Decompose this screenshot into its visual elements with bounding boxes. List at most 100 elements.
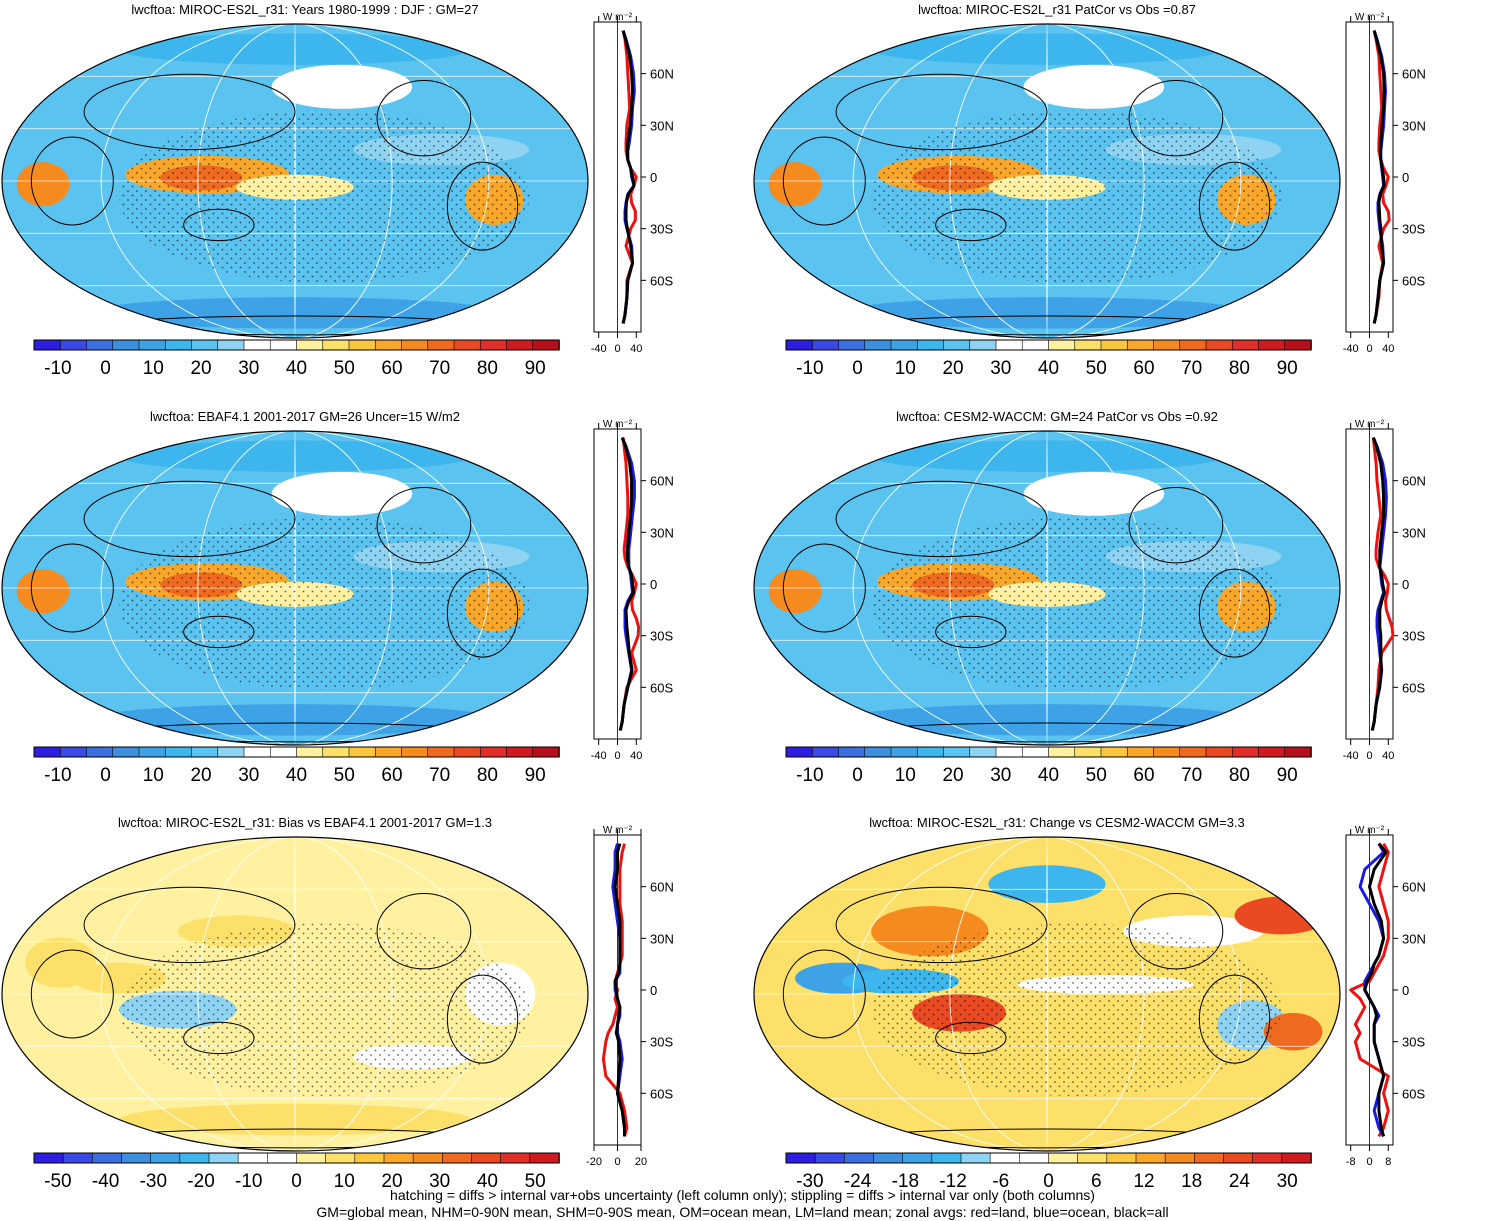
map-field xyxy=(754,24,1340,338)
colorbar-cell xyxy=(1074,746,1102,758)
colorbar-cell xyxy=(902,1152,933,1164)
colorbar-label: 60 xyxy=(381,765,402,786)
colorbar-cell xyxy=(1048,746,1076,758)
colorbar-cell xyxy=(325,1152,356,1164)
colorbar-label: 30 xyxy=(990,765,1011,786)
zonal-unit-label: W m⁻² xyxy=(1355,12,1385,23)
colorbar-label: 20 xyxy=(942,358,963,379)
colorbar-cell xyxy=(506,746,534,758)
colorbar-cell xyxy=(121,1152,152,1164)
colorbar-cell xyxy=(383,1152,414,1164)
colorbar-cell xyxy=(995,746,1024,758)
colorbar-label: -10 xyxy=(44,358,71,379)
zonal-tick-label: 0 xyxy=(614,343,620,355)
map-anomaly-region xyxy=(1023,471,1165,516)
colorbar-cell xyxy=(1284,339,1312,351)
colorbar-cell xyxy=(374,746,403,758)
coastline xyxy=(1198,568,1271,658)
colorbar-cell xyxy=(348,746,377,758)
colorbar-label: -10 xyxy=(44,765,71,786)
colorbar-cell xyxy=(296,1152,327,1164)
caption-line-1: hatching = diffs > internal var+obs unce… xyxy=(390,1187,1095,1203)
zonal-lat-label: 60S xyxy=(650,1086,673,1101)
panel-4: lwcftoa: CESM2-WACCM: GM=24 PatCor vs Ob… xyxy=(753,409,1426,786)
colorbar-label: 40 xyxy=(286,358,307,379)
map-stippling xyxy=(119,110,530,284)
colorbar-label: 40 xyxy=(477,1171,498,1192)
colorbar-label: 10 xyxy=(143,358,164,379)
colorbar-frame xyxy=(33,339,560,351)
zonal-lat-label: 30N xyxy=(650,525,674,540)
colorbar-frame xyxy=(33,746,560,758)
colorbar-label: 40 xyxy=(286,765,307,786)
colorbar-label: 50 xyxy=(334,358,355,379)
colorbar-label: 10 xyxy=(334,1171,355,1192)
zonal-lat-label: 0 xyxy=(650,577,657,592)
colorbar-cell xyxy=(33,1152,64,1164)
colorbar-cell xyxy=(269,746,298,758)
zonal-lat-label: 0 xyxy=(650,170,657,185)
zonal-lat-label: 60N xyxy=(1402,880,1426,895)
colorbar-label: 0 xyxy=(100,358,111,379)
zonal-lat-label: 30N xyxy=(650,931,674,946)
colorbar-label: 90 xyxy=(1277,358,1298,379)
map-anomaly-region xyxy=(841,297,1253,329)
zonal-tick-label: 40 xyxy=(1382,343,1394,355)
colorbar-label: 0 xyxy=(852,765,863,786)
zonal-lat-label: 60N xyxy=(1402,67,1426,82)
map-outline xyxy=(1,836,589,1152)
colorbar-label: 40 xyxy=(1038,358,1059,379)
zonal-series-all xyxy=(618,437,635,731)
zonal-tick-label: 40 xyxy=(1382,750,1394,762)
zonal-lat-label: 30S xyxy=(1402,1035,1425,1050)
zonal-series-all xyxy=(1372,30,1386,324)
colorbar-cell xyxy=(1223,1152,1254,1164)
colorbar-cell xyxy=(191,746,219,758)
colorbar-frame xyxy=(33,1152,560,1164)
colorbar-cell xyxy=(267,1152,298,1164)
map-field xyxy=(2,837,588,1151)
colorbar-label: 90 xyxy=(525,765,546,786)
colorbar-cell xyxy=(532,746,560,758)
zonal-tick-label: -20 xyxy=(586,1156,602,1168)
zonal-unit-label: W m⁻² xyxy=(603,12,633,23)
panel-6: lwcftoa: MIROC-ES2L_r31: Change vs CESM2… xyxy=(753,815,1426,1192)
coastline xyxy=(376,893,472,970)
colorbar-label: 40 xyxy=(1038,765,1059,786)
coastline xyxy=(30,949,114,1039)
colorbar-cell xyxy=(943,339,971,351)
panel-title: lwcftoa: MIROC-ES2L_r31: Years 1980-1999… xyxy=(131,2,478,17)
colorbar-label: 50 xyxy=(1086,765,1107,786)
colorbar-cell xyxy=(1153,746,1181,758)
colorbar-label: 70 xyxy=(1181,358,1202,379)
zonal-tick-label: -40 xyxy=(1343,343,1359,355)
colorbar-label: 10 xyxy=(895,765,916,786)
zonal-lat-label: 30N xyxy=(650,118,674,133)
colorbar-cell xyxy=(1074,339,1102,351)
map-anomaly-region xyxy=(841,704,1253,736)
colorbar-cell xyxy=(989,1152,1021,1164)
colorbar-cell xyxy=(401,746,429,758)
coastline xyxy=(376,80,472,157)
map-field xyxy=(754,431,1340,745)
zonal-series-all xyxy=(1363,842,1388,1137)
colorbar-cell xyxy=(969,746,997,758)
colorbar-cell xyxy=(401,339,429,351)
zonal-tick-label: 0 xyxy=(1366,343,1372,355)
colorbar-label: 0 xyxy=(291,1171,302,1192)
colorbar-cell xyxy=(864,746,892,758)
colorbar-cell xyxy=(138,746,167,758)
zonal-tick-label: 0 xyxy=(1366,1156,1372,1168)
colorbar-cell xyxy=(811,746,840,758)
zonal-series-all xyxy=(621,30,636,324)
coastline xyxy=(183,208,255,242)
colorbar-label: 50 xyxy=(334,765,355,786)
map-outline xyxy=(753,836,1341,1152)
colorbar-cell xyxy=(322,746,350,758)
zonal-tick-label: 0 xyxy=(614,750,620,762)
zonal-series-land xyxy=(1370,437,1395,731)
colorbar-cell xyxy=(916,746,945,758)
colorbar-cell xyxy=(479,339,508,351)
colorbar-cell xyxy=(322,339,350,351)
coastline xyxy=(83,886,296,964)
